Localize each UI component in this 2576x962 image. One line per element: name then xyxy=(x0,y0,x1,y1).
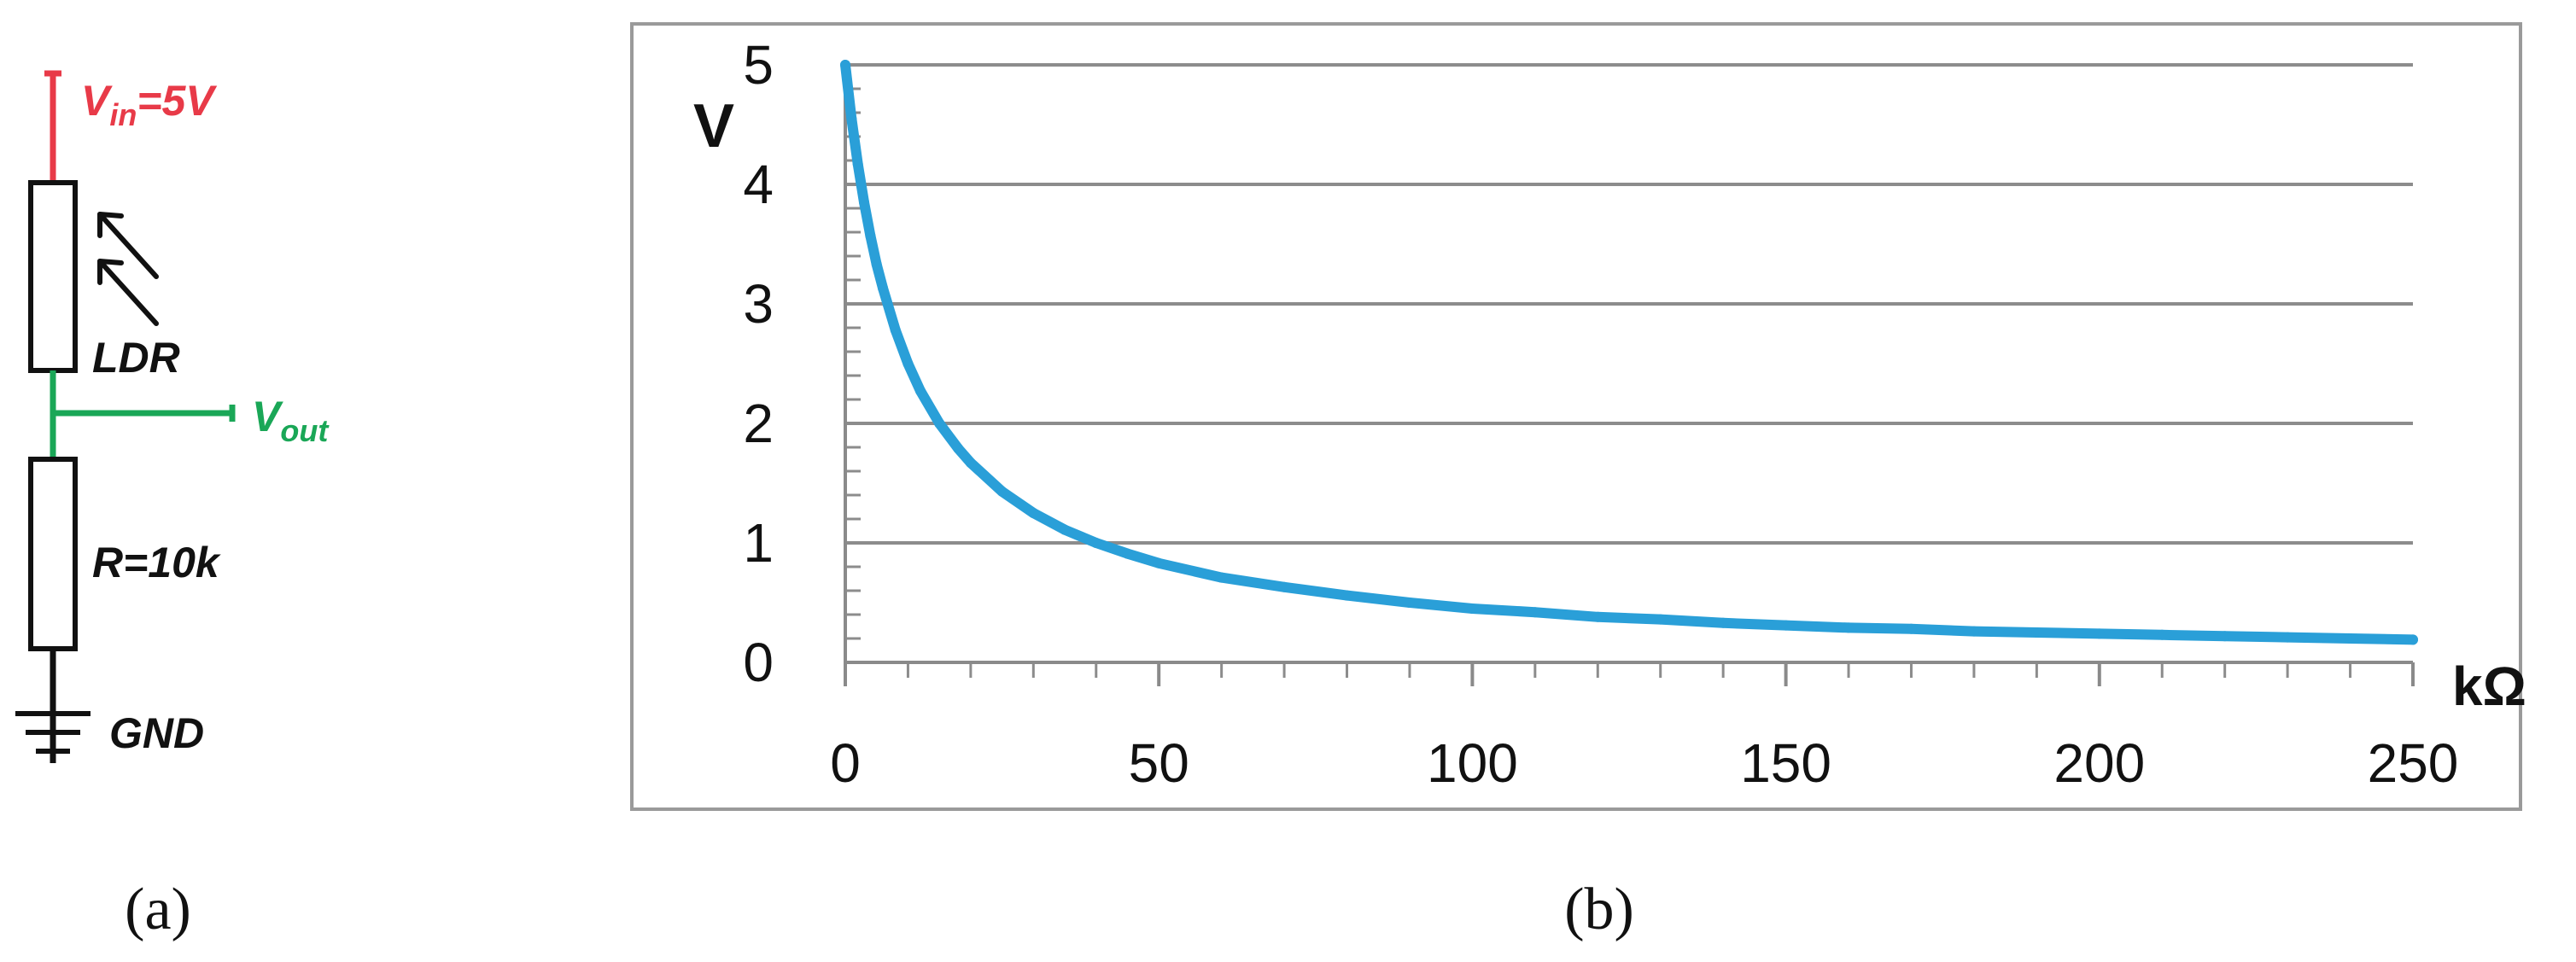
data-point xyxy=(1592,611,1603,622)
x-tick-label-200: 200 xyxy=(2053,732,2145,794)
data-point xyxy=(1279,581,1290,592)
voltage-vs-resistance-chart: 0 1 2 3 4 5 0 50 100 150 200 250 V kΩ xyxy=(630,22,2526,811)
data-point xyxy=(1968,626,1979,637)
series-points xyxy=(840,60,2418,645)
data-point xyxy=(1529,607,1540,618)
y-tick-label-1: 1 xyxy=(743,512,774,574)
data-point xyxy=(2219,631,2230,642)
data-point xyxy=(1090,538,1101,548)
data-point xyxy=(934,418,945,429)
data-point xyxy=(1404,598,1415,608)
y-axis-label: V xyxy=(693,92,734,160)
data-point xyxy=(996,486,1008,497)
data-point xyxy=(1467,603,1478,614)
data-point xyxy=(2157,629,2168,640)
y-tick-label-0: 0 xyxy=(743,632,774,693)
data-point xyxy=(840,60,850,70)
x-tick-label-50: 50 xyxy=(1129,732,1189,794)
data-point xyxy=(2094,628,2105,639)
data-point xyxy=(1780,620,1791,631)
resistor-label: R=10k xyxy=(92,539,221,586)
data-point xyxy=(890,324,901,335)
y-tick-label-5: 5 xyxy=(743,34,774,96)
data-point xyxy=(1843,622,1855,633)
data-point xyxy=(902,359,914,369)
caption-a: (a) xyxy=(125,877,191,942)
x-axis-label: kΩ xyxy=(2452,656,2526,717)
data-point xyxy=(2408,634,2418,645)
ldr-label: LDR xyxy=(92,334,180,382)
x-tick-label-250: 250 xyxy=(2368,732,2459,794)
data-point xyxy=(965,458,976,469)
data-point xyxy=(1906,623,1917,634)
data-point xyxy=(915,386,926,397)
vin-label: Vin=5V xyxy=(81,77,217,132)
minor-ticks xyxy=(845,87,2352,678)
data-point xyxy=(1216,572,1227,583)
x-tick-label-100: 100 xyxy=(1427,732,1518,794)
y-tick-label-4: 4 xyxy=(743,154,774,215)
data-point xyxy=(1154,557,1165,568)
data-point xyxy=(953,443,964,454)
data-point xyxy=(1655,614,1666,625)
data-point xyxy=(2282,632,2293,643)
data-point xyxy=(871,259,882,270)
data-point xyxy=(2345,633,2356,644)
major-ticks xyxy=(844,662,2415,686)
data-point xyxy=(878,283,889,294)
data-point xyxy=(859,197,870,207)
y-tick-label-2: 2 xyxy=(743,393,774,454)
y-tick-label-3: 3 xyxy=(743,273,774,335)
data-point xyxy=(1122,548,1133,559)
data-point xyxy=(865,230,876,242)
data-point xyxy=(1060,524,1071,535)
ground-icon xyxy=(15,711,91,754)
vout-label: Vout xyxy=(252,393,330,448)
gridlines xyxy=(845,63,2413,545)
x-tick-labels: 0 50 100 150 200 250 xyxy=(830,732,2458,794)
data-point xyxy=(2031,627,2042,638)
data-point xyxy=(846,114,857,124)
data-point xyxy=(852,159,863,170)
data-point xyxy=(1028,508,1039,518)
ldr-body xyxy=(28,180,78,373)
x-tick-label-0: 0 xyxy=(830,732,861,794)
gnd-label: GND xyxy=(109,709,204,757)
caption-b: (b) xyxy=(1564,877,1634,942)
data-point xyxy=(1341,590,1352,601)
y-tick-labels: 0 1 2 3 4 5 xyxy=(743,34,774,693)
data-point xyxy=(1718,617,1729,628)
light-arrows-icon xyxy=(97,212,159,326)
chart-frame xyxy=(630,22,2522,811)
x-tick-label-150: 150 xyxy=(1740,732,1831,794)
resistor-body xyxy=(28,457,78,651)
voltage-divider-circuit: Vin=5V LDR Vout R=10k GND xyxy=(15,70,330,763)
